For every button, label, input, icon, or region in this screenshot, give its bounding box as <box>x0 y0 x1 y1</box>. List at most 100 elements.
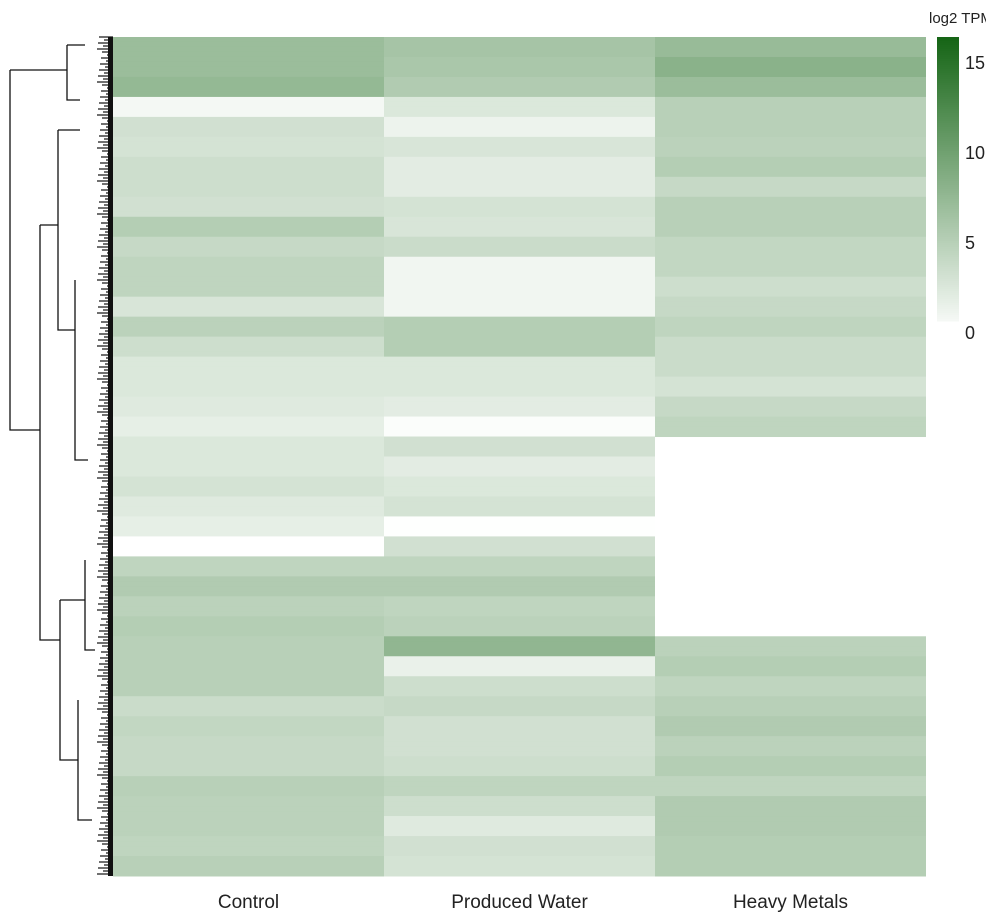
heatmap-cell <box>384 441 655 448</box>
heatmap-cell <box>113 236 384 243</box>
heatmap-cell <box>655 746 926 752</box>
heatmap-cell <box>113 241 384 248</box>
heatmap-cell <box>113 151 384 158</box>
heatmap-cell <box>655 141 926 148</box>
colorbar-step <box>937 181 959 184</box>
heatmap-cell <box>384 716 655 722</box>
heatmap-cell <box>655 266 926 273</box>
heatmap-cell <box>384 651 655 657</box>
heatmap-cell <box>384 456 655 462</box>
heatmap-cell <box>113 146 384 153</box>
heatmap-cell <box>384 786 655 792</box>
heatmap-cell <box>113 701 384 707</box>
heatmap-cell <box>113 351 384 358</box>
heatmap-cell <box>655 376 926 383</box>
colorbar-step <box>937 145 959 148</box>
heatmap-cell <box>113 651 384 657</box>
heatmap-cell <box>113 181 384 188</box>
heatmap-cell <box>384 171 655 178</box>
heatmap-cell <box>113 211 384 218</box>
heatmap-cell <box>113 761 384 767</box>
heatmap-cell <box>113 161 384 168</box>
heatmap-cell <box>384 396 655 403</box>
heatmap-cell <box>113 806 384 812</box>
heatmap-cell <box>655 176 926 183</box>
heatmap-cell <box>113 296 384 303</box>
heatmap-cell <box>113 116 384 123</box>
heatmap-cell <box>384 796 655 802</box>
heatmap-cell <box>113 771 384 777</box>
heatmap-cell <box>384 706 655 712</box>
colorbar-step <box>937 93 959 96</box>
row-dendrogram <box>9 44 95 821</box>
heatmap-cell <box>384 746 655 752</box>
heatmap-cell <box>384 491 655 497</box>
heatmap-cell <box>655 811 926 817</box>
heatmap-cell <box>384 376 655 383</box>
heatmap-cell <box>113 316 384 323</box>
heatmap-cell <box>655 191 926 198</box>
heatmap-cell <box>384 726 655 732</box>
heatmap-cell <box>113 361 384 368</box>
heatmap-cell <box>113 396 384 403</box>
heatmap-cell <box>655 216 926 223</box>
heatmap-cell <box>655 86 926 93</box>
heatmap-cell <box>384 86 655 93</box>
heatmap-cell <box>113 266 384 273</box>
heatmap-cell <box>655 271 926 278</box>
colorbar-step <box>937 229 959 232</box>
heatmap-cell <box>655 336 926 343</box>
heatmap-cell <box>384 531 655 537</box>
heatmap-cell <box>384 306 655 313</box>
heatmap-cell <box>113 861 384 867</box>
heatmap-cell <box>113 476 384 482</box>
heatmap-cell <box>655 866 926 872</box>
colorbar-step <box>937 117 959 120</box>
heatmap-cell <box>655 131 926 138</box>
heatmap-cell <box>113 641 384 647</box>
heatmap-cell <box>655 856 926 862</box>
heatmap-cell <box>113 311 384 318</box>
heatmap-cell <box>113 481 384 487</box>
heatmap-cell <box>384 341 655 348</box>
heatmap-cell <box>655 726 926 732</box>
colorbar-step <box>937 179 959 182</box>
heatmap-cell <box>384 851 655 857</box>
colorbar-step <box>937 53 959 56</box>
heatmap-cell <box>113 216 384 223</box>
heatmap-cell <box>384 871 655 877</box>
colorbar-step <box>937 311 959 314</box>
heatmap-cell <box>655 756 926 762</box>
heatmap-cell <box>113 671 384 677</box>
heatmap-cell <box>655 401 926 408</box>
heatmap-cell <box>655 186 926 193</box>
heatmap-cell <box>384 191 655 198</box>
colorbar-step <box>937 159 959 162</box>
colorbar-step <box>937 211 959 214</box>
heatmap-cell <box>384 591 655 597</box>
colorbar-tick-label: 5 <box>965 233 975 253</box>
heatmap-cell <box>384 866 655 872</box>
colorbar-step <box>937 265 959 268</box>
heatmap-cell <box>655 671 926 677</box>
heatmap-cell <box>655 636 926 642</box>
colorbar-step <box>937 143 959 146</box>
heatmap-cell <box>113 846 384 852</box>
heatmap-cell <box>384 646 655 652</box>
heatmap-cell <box>113 321 384 328</box>
heatmap-cell <box>655 841 926 847</box>
heatmap-cell <box>384 131 655 138</box>
colorbar-step <box>937 255 959 258</box>
heatmap-cell <box>655 686 926 692</box>
heatmap-cell <box>384 96 655 103</box>
heatmap-cell <box>655 431 926 438</box>
heatmap-cell <box>655 801 926 807</box>
colorbar-step <box>937 163 959 166</box>
colorbar-step <box>937 303 959 306</box>
heatmap-cell <box>655 771 926 777</box>
heatmap-cell <box>113 376 384 383</box>
heatmap-cell <box>384 421 655 428</box>
heatmap-cell <box>113 566 384 572</box>
heatmap-cell <box>113 856 384 862</box>
colorbar-step <box>937 121 959 124</box>
